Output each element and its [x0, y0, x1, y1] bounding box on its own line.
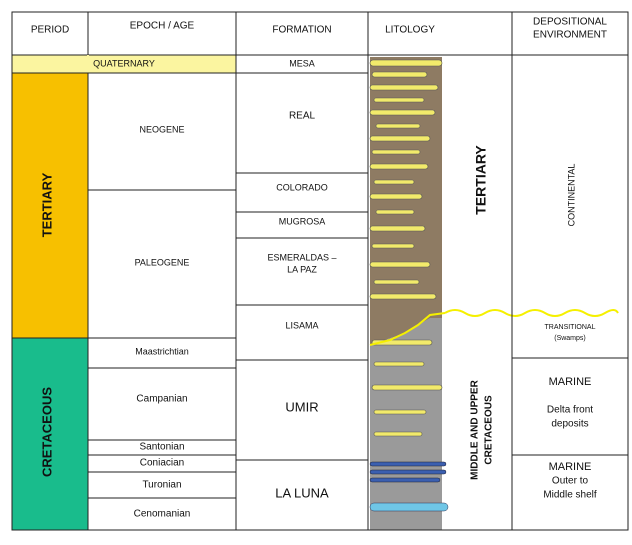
environment-label: MARINE [549, 461, 592, 473]
formation-label: MESA [289, 58, 315, 68]
formation-label: LA PAZ [287, 264, 317, 274]
environment-label: CONTINENTAL [566, 164, 576, 227]
formation-label: ESMERALDAS – [267, 252, 336, 262]
environment-label: Outer to [552, 476, 589, 487]
formation-label: COLORADO [276, 182, 328, 192]
formation-label: MUGROSA [279, 216, 326, 226]
epoch-label: Cenomanian [134, 509, 191, 520]
header-cell: DEPOSITIONAL [533, 17, 607, 28]
environment-label: Middle shelf [543, 490, 597, 501]
formation-label: LA LUNA [275, 485, 329, 500]
cretaceous-cell [12, 338, 88, 530]
header-cell: ENVIRONMENT [533, 30, 607, 41]
period-label: TERTIARY [39, 172, 54, 237]
header-cell: FORMATION [272, 25, 331, 36]
quaternary-cell [12, 55, 236, 73]
header-cell: EPOCH / AGE [130, 21, 195, 32]
epoch-label: NEOGENE [139, 124, 184, 134]
epoch-label: Maastrichtian [135, 346, 189, 356]
formation-label: REAL [289, 111, 316, 122]
formation-label: UMIR [285, 399, 318, 414]
epoch-label: Turonian [142, 480, 181, 491]
header-cell: PERIOD [31, 25, 69, 36]
epoch-label: Coniacian [140, 458, 184, 469]
epoch-label: Santonian [139, 442, 184, 453]
litology-label: MIDDLE AND UPPER [470, 379, 481, 479]
environment-label: Delta front [547, 405, 593, 416]
tertiary-cell [12, 73, 88, 338]
litology-label: CRETACEOUS [484, 395, 495, 465]
environment-label: deposits [551, 419, 588, 430]
header-cell: LITOLOGY [385, 25, 435, 36]
period-label: CRETACEOUS [39, 387, 54, 477]
environment-label: MARINE [549, 376, 592, 388]
litology-graphic [369, 57, 619, 530]
environment-label: TRANSITIONAL [545, 324, 596, 331]
table-lines [11, 11, 629, 531]
formation-label: LISAMA [285, 320, 318, 330]
environment-label: (Swamps) [554, 335, 586, 342]
epoch-label: Campanian [136, 394, 187, 405]
period-label: QUATERNARY [93, 58, 155, 68]
epoch-label: PALEOGENE [135, 257, 190, 267]
litology-label: TERTIARY [473, 145, 489, 215]
